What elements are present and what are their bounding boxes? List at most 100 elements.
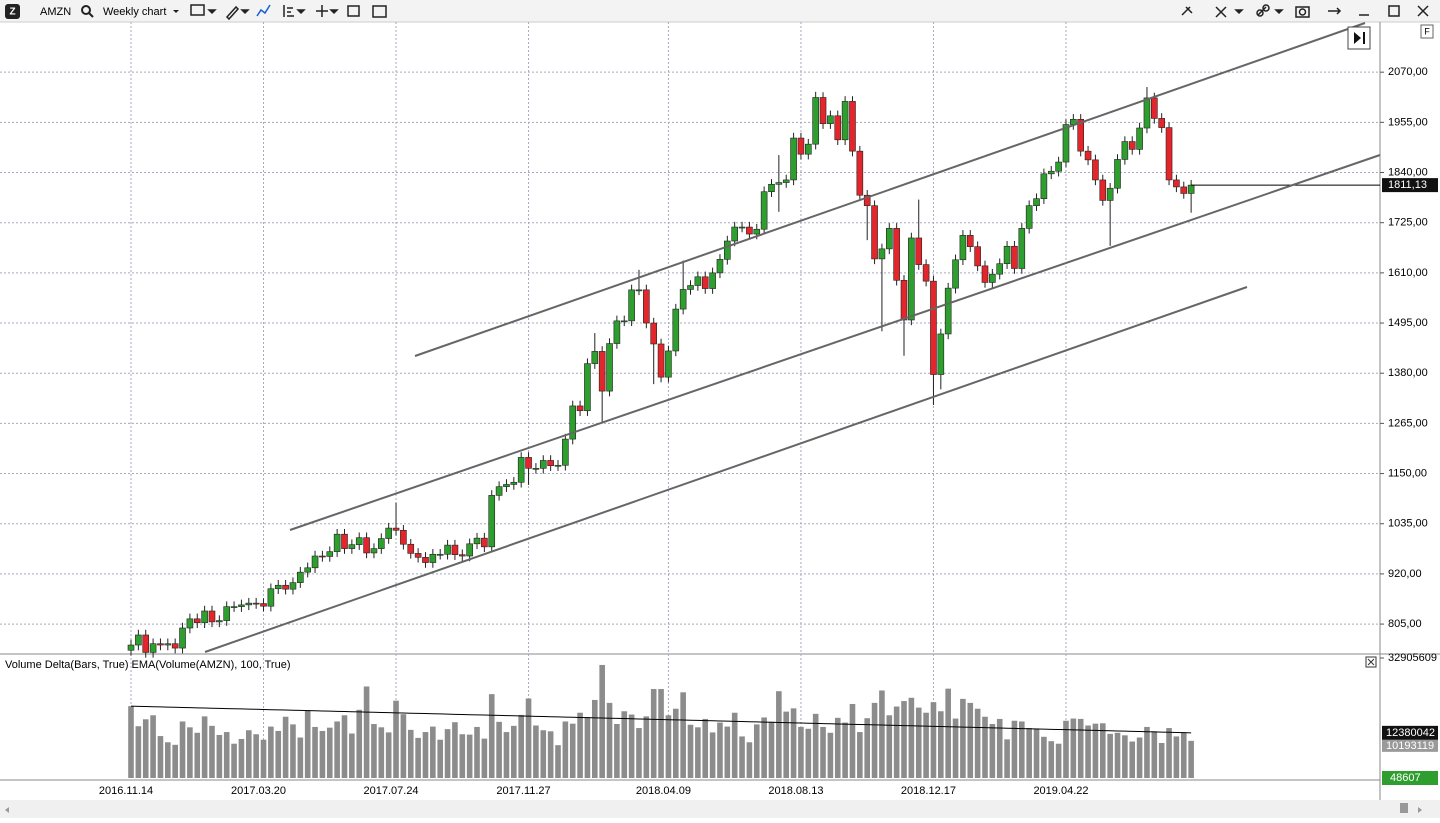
- candle-body: [1077, 118, 1084, 152]
- volume-bar: [952, 718, 959, 778]
- candle-body: [878, 248, 886, 260]
- volume-bar: [812, 713, 819, 778]
- candle-body: [805, 143, 812, 155]
- candle-body: [996, 263, 1004, 275]
- volume-bar: [488, 694, 495, 778]
- candle-body: [1114, 159, 1121, 189]
- volume-bar: [437, 739, 444, 778]
- volume-bar: [474, 726, 480, 778]
- volume-bar: [805, 728, 812, 778]
- volume-bar: [363, 686, 370, 778]
- volume-bar: [915, 707, 922, 778]
- candle-body: [768, 183, 775, 193]
- candle-body: [355, 537, 363, 545]
- candle-body: [466, 543, 473, 557]
- toolbar-icons[interactable]: [190, 4, 1429, 21]
- volume-bar: [1041, 736, 1047, 778]
- volume-bar: [1129, 741, 1136, 778]
- candle-body: [812, 97, 819, 145]
- volume-bar: [415, 737, 421, 778]
- candle-body: [407, 543, 415, 554]
- volume-bar: [466, 734, 473, 778]
- ema-last-label: 12380042: [1386, 727, 1435, 739]
- candle-body: [252, 602, 260, 605]
- volume-bar: [879, 690, 885, 778]
- candle-body: [186, 618, 194, 629]
- candle-body: [790, 137, 797, 181]
- candle-body: [1011, 245, 1018, 269]
- app-logo[interactable]: Z: [5, 4, 20, 19]
- candle-body: [753, 228, 761, 235]
- candle-body: [429, 553, 437, 563]
- candle-body: [274, 584, 282, 590]
- volume-bar: [761, 717, 767, 778]
- search-icon[interactable]: [81, 5, 94, 18]
- volume-bar: [702, 718, 709, 778]
- volume-bar: [849, 703, 856, 778]
- indicator-title: Volume Delta(Bars, True) EMA(Volume(AMZN…: [5, 659, 290, 671]
- volume-bar: [562, 721, 569, 778]
- candle-body: [1033, 198, 1040, 206]
- delta-last-label: 48607: [1390, 772, 1421, 784]
- candle-body: [326, 551, 334, 557]
- candle-body: [760, 191, 768, 230]
- volume-bar: [444, 729, 451, 778]
- candle-body: [635, 289, 643, 292]
- candle-body: [665, 350, 672, 378]
- close-indicator[interactable]: [1365, 656, 1377, 668]
- candle-body: [267, 588, 275, 607]
- volume-bar: [1085, 725, 1091, 778]
- candle-body: [1106, 187, 1114, 201]
- svg-text:F: F: [1424, 26, 1430, 36]
- volume-bar: [886, 715, 893, 778]
- volume-bar: [231, 743, 237, 778]
- candle-body: [157, 643, 164, 646]
- x-tick-label: 2016.11.14: [99, 785, 153, 797]
- candle-body: [974, 246, 981, 267]
- candle-body: [797, 137, 805, 155]
- candle-body: [1055, 161, 1062, 172]
- volume-bar: [982, 716, 988, 778]
- candle-body: [525, 457, 532, 469]
- candle-body: [598, 351, 606, 392]
- volume-bar: [628, 714, 635, 778]
- candle-body: [193, 618, 201, 624]
- candle-body: [1173, 179, 1180, 188]
- volume-bar: [216, 734, 223, 778]
- trend-lines: [204, 22, 1381, 653]
- symbol[interactable]: AMZN: [40, 6, 71, 18]
- volume-bar: [157, 736, 164, 778]
- plot-area: 805,00 920,00 1035,00 1150,00 1265,00 1380,00…: [0, 22, 1438, 797]
- candle-body: [944, 287, 952, 335]
- x-tick-label: 2017.11.27: [496, 785, 550, 797]
- f-button[interactable]: F: [1420, 24, 1434, 39]
- candle-body: [547, 460, 554, 467]
- y-tick-label: 32905609: [1388, 652, 1437, 664]
- volume-bar: [599, 664, 605, 778]
- volume-bar: [341, 715, 348, 778]
- volume-bar: [1033, 728, 1040, 778]
- candle-body: [510, 481, 518, 485]
- volume-bar: [996, 718, 1003, 778]
- candle-body: [672, 308, 680, 352]
- y-tick-label: 1840,00: [1388, 166, 1428, 178]
- volume-bar: [1011, 720, 1018, 778]
- candle-body: [819, 97, 827, 124]
- volume-bar: [1055, 743, 1062, 778]
- volume-bar: [989, 724, 996, 778]
- candle-body: [554, 464, 562, 467]
- candle-body: [223, 606, 231, 621]
- y-tick-label: 2070,00: [1388, 66, 1428, 78]
- volume-bar: [606, 702, 613, 778]
- volume-bar: [790, 708, 797, 778]
- scrollbar[interactable]: [0, 800, 1440, 818]
- ema-line: [130, 705, 1192, 734]
- scroll-to-end-button[interactable]: [1347, 26, 1371, 50]
- volume-bar: [194, 732, 201, 778]
- volume-bar: [1026, 728, 1032, 778]
- volume-bar: [304, 710, 311, 778]
- timeframe[interactable]: Weekly chart: [103, 6, 166, 18]
- candle-body: [348, 544, 356, 549]
- delta-last-box: [1382, 771, 1438, 785]
- candle-body: [1099, 179, 1107, 201]
